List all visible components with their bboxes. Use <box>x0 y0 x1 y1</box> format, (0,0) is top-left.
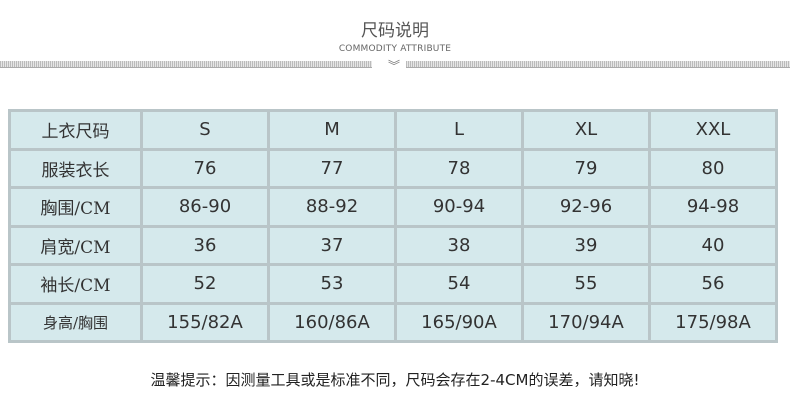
table-cell: 40 <box>648 224 778 266</box>
table-cell: 86-90 <box>140 186 270 228</box>
table-cell: 79 <box>521 147 651 189</box>
table-cell: 175/98A <box>648 301 778 343</box>
table-row: 服装衣长 76 77 78 79 80 <box>8 147 778 189</box>
table-cell: 37 <box>267 224 397 266</box>
table-row: 上衣尺码 S M L XL XXL <box>8 109 778 151</box>
row-label: 服装衣长 <box>8 147 143 189</box>
table-cell: M <box>267 109 397 151</box>
table-cell: 76 <box>140 147 270 189</box>
table-cell: 78 <box>394 147 524 189</box>
table-cell: 77 <box>267 147 397 189</box>
page-subtitle: COMMODITY ATTRIBUTE <box>338 44 452 54</box>
table-cell: 80 <box>648 147 778 189</box>
row-label: 肩宽/CM <box>8 224 143 266</box>
row-label: 上衣尺码 <box>8 109 143 151</box>
table-cell: 90-94 <box>394 186 524 228</box>
row-label: 身高/胸围 <box>8 301 143 343</box>
divider-left <box>0 61 372 68</box>
table-cell: 170/94A <box>521 301 651 343</box>
table-cell: XL <box>521 109 651 151</box>
table-row: 袖长/CM 52 53 54 55 56 <box>8 263 778 305</box>
table-cell: 53 <box>267 263 397 305</box>
table-cell: 38 <box>394 224 524 266</box>
divider-right <box>406 61 790 68</box>
table-cell: XXL <box>648 109 778 151</box>
size-note: 温馨提示：因测量工具或是标准不同，尺码会存在2-4CM的误差，请知晓! <box>150 371 640 389</box>
table-cell: 36 <box>140 224 270 266</box>
table-cell: 52 <box>140 263 270 305</box>
table-cell: 54 <box>394 263 524 305</box>
table-cell: 39 <box>521 224 651 266</box>
table-cell: 56 <box>648 263 778 305</box>
table-cell: S <box>140 109 270 151</box>
table-cell: 165/90A <box>394 301 524 343</box>
row-label: 胸围/CM <box>8 186 143 228</box>
double-chevron-down-icon: ︾ <box>387 59 400 73</box>
table-cell: 94-98 <box>648 186 778 228</box>
table-cell: 155/82A <box>140 301 270 343</box>
table-cell: 55 <box>521 263 651 305</box>
table-row: 肩宽/CM 36 37 38 39 40 <box>8 224 778 266</box>
table-cell: 160/86A <box>267 301 397 343</box>
page-title: 尺码说明 <box>361 21 429 41</box>
table-cell: 92-96 <box>521 186 651 228</box>
size-table: 上衣尺码 S M L XL XXL 服装衣长 76 77 78 79 80 胸围/CM 86-90 88-9… <box>8 109 778 343</box>
table-row: 身高/胸围 155/82A 160/86A 165/90A 170/94A 175/98A <box>8 301 778 343</box>
table-cell: L <box>394 109 524 151</box>
table-row: 胸围/CM 86-90 88-92 90-94 92-96 94-98 <box>8 186 778 228</box>
row-label: 袖长/CM <box>8 263 143 305</box>
table-cell: 88-92 <box>267 186 397 228</box>
